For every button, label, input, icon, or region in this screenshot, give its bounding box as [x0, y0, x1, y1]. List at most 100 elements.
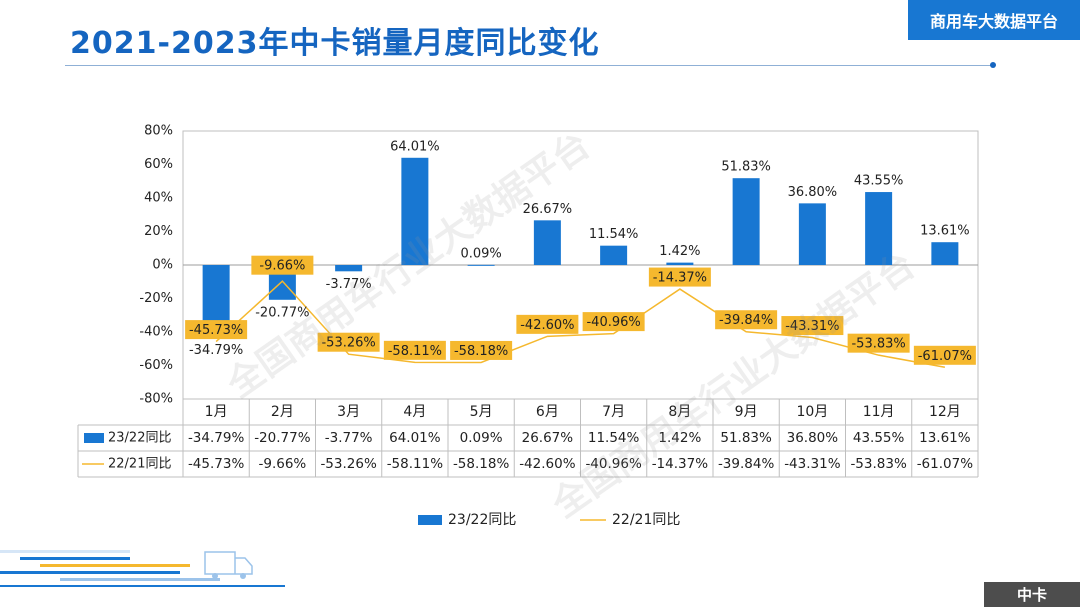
bar-23-22 [467, 264, 495, 266]
line-data-label: -58.11% [388, 344, 442, 359]
bar-23-22 [865, 192, 893, 265]
table-cell: 13.61% [919, 430, 971, 446]
line-data-label: -14.37% [653, 271, 707, 286]
bar-data-label: 36.80% [788, 185, 838, 200]
bar-23-22 [401, 157, 429, 265]
table-cell: -9.66% [258, 456, 306, 472]
line-label-box [715, 310, 778, 330]
line-data-label: -39.84% [719, 313, 773, 328]
table-cell: -34.79% [188, 430, 245, 446]
brand-badge: 商用车大数据平台 [908, 0, 1080, 40]
bar-23-22 [732, 178, 760, 265]
table-cell: 11.54% [588, 430, 640, 446]
x-tick-label: 9月 [735, 404, 758, 420]
line-data-label: -9.66% [259, 259, 305, 274]
x-tick-label: 2月 [271, 404, 294, 420]
table-cell: 26.67% [522, 430, 574, 446]
table-cell: -42.60% [519, 456, 576, 472]
line-label-box [582, 312, 645, 332]
x-tick-label: 12月 [929, 404, 961, 420]
table-cell: 1.42% [658, 430, 701, 446]
line-label-box [913, 345, 976, 365]
table-cell: -39.84% [718, 456, 775, 472]
table-cell: 51.83% [720, 430, 772, 446]
line-label-box [516, 314, 579, 334]
x-tick-label: 10月 [796, 404, 828, 420]
divider-dot [990, 62, 996, 68]
table-cell: -58.18% [453, 456, 510, 472]
table-row-header: 22/21同比 [108, 457, 171, 472]
table-cell: -53.83% [850, 456, 907, 472]
legend-swatch-bar [418, 515, 442, 525]
x-tick-label: 5月 [470, 404, 493, 420]
page-title: 2021-2023年中卡销量月度同比变化 [70, 26, 600, 61]
line-data-label: -61.07% [918, 349, 972, 364]
line-data-label: -40.96% [586, 315, 640, 330]
y-tick-label: -40% [139, 325, 173, 340]
table-cell: -58.11% [387, 456, 444, 472]
table-row-header: 23/22同比 [108, 431, 171, 446]
x-tick-label: 4月 [403, 404, 426, 420]
title-divider [65, 65, 995, 66]
table-cell: -40.96% [585, 456, 642, 472]
line-label-box [648, 267, 711, 287]
bar-23-22 [931, 242, 959, 265]
line-data-label: -42.60% [520, 318, 574, 333]
table-legend-swatch [84, 433, 104, 443]
y-tick-label: -60% [139, 358, 173, 373]
x-tick-label: 1月 [205, 404, 228, 420]
line-data-label: -58.18% [454, 344, 508, 359]
line-label-box [185, 320, 248, 340]
x-tick-label: 6月 [536, 404, 559, 420]
table-cell: -14.37% [652, 456, 709, 472]
bar-data-label: 26.67% [523, 202, 573, 217]
bar-data-label: 1.42% [659, 244, 700, 259]
y-tick-label: -80% [139, 392, 173, 407]
table-cell: -20.77% [254, 430, 311, 446]
bar-23-22 [335, 265, 363, 272]
table-cell: -45.73% [188, 456, 245, 472]
y-tick-label: 60% [144, 157, 173, 172]
y-tick-label: 20% [144, 224, 173, 239]
y-tick-label: 80% [144, 124, 173, 139]
bar-data-label: 11.54% [589, 227, 639, 242]
bar-23-22 [798, 203, 826, 265]
bar-data-label: 13.61% [920, 224, 970, 239]
line-label-box [450, 340, 513, 360]
bar-23-22 [202, 265, 230, 324]
table-cell: -3.77% [325, 430, 373, 446]
x-tick-label: 7月 [602, 404, 625, 420]
line-label-box [847, 333, 910, 353]
category-badge: 中卡 [984, 582, 1080, 607]
bar-data-label: 51.83% [721, 160, 771, 175]
y-tick-label: 0% [152, 258, 173, 273]
table-cell: -53.26% [320, 456, 377, 472]
line-label-box [317, 332, 380, 352]
bar-23-22 [533, 220, 561, 265]
table-cell: -61.07% [917, 456, 974, 472]
x-tick-label: 8月 [668, 404, 691, 420]
bar-data-label: -20.77% [255, 305, 309, 320]
y-tick-label: 40% [144, 191, 173, 206]
table-cell: -43.31% [784, 456, 841, 472]
bar-data-label: 0.09% [460, 246, 501, 261]
line-data-label: -43.31% [785, 319, 839, 334]
line-label-box [383, 340, 446, 360]
bar-data-label: 43.55% [854, 174, 904, 189]
bar-data-label: 64.01% [390, 139, 440, 154]
line-label-box [781, 316, 844, 336]
table-cell: 64.01% [389, 430, 441, 446]
x-tick-label: 3月 [337, 404, 360, 420]
line-label-box [251, 255, 314, 275]
legend-label: 22/21同比 [612, 512, 680, 528]
line-data-label: -53.83% [851, 337, 905, 352]
table-cell: 0.09% [460, 430, 503, 446]
line-data-label: -45.73% [189, 323, 243, 338]
truck-decoration [0, 550, 285, 587]
line-data-label: -53.26% [321, 336, 375, 351]
bar-data-label: -3.77% [326, 277, 372, 292]
legend-label: 23/22同比 [448, 512, 516, 528]
bar-23-22 [666, 262, 694, 265]
table-cell: 36.80% [787, 430, 839, 446]
